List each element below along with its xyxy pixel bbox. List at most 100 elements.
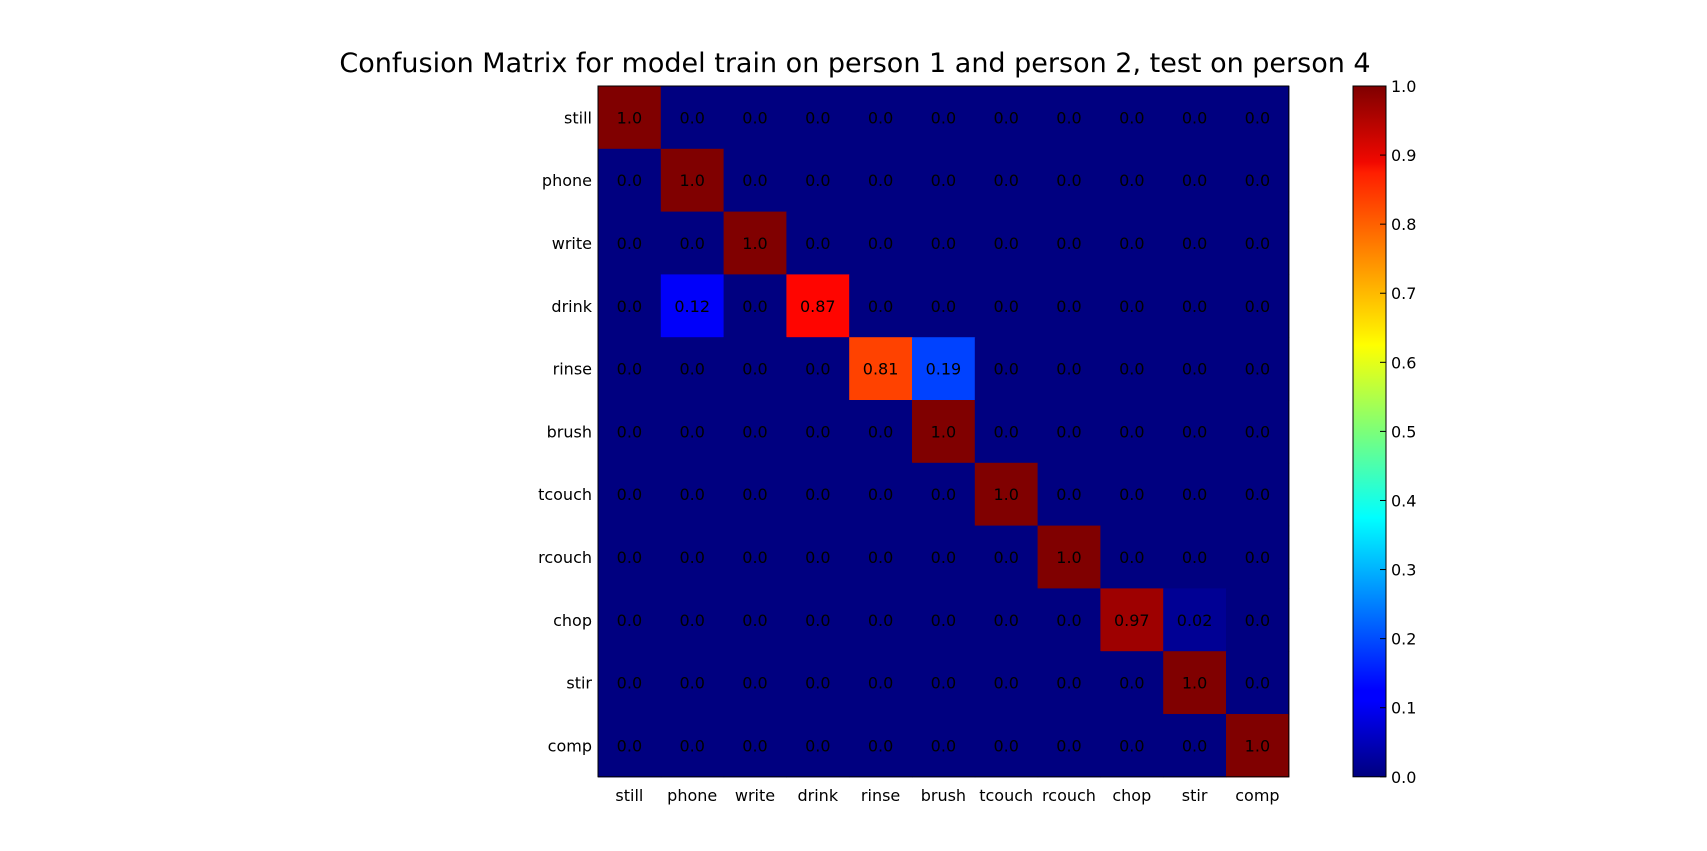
heatmap-cell	[1100, 86, 1164, 150]
heatmap-cell	[974, 525, 1039, 589]
cell-value-label: 0.0	[931, 674, 956, 693]
heatmap-cell	[974, 211, 1039, 275]
cell-value-label: 0.81	[863, 360, 899, 379]
heatmap-cell	[786, 400, 850, 464]
heatmap-cell	[1037, 651, 1101, 715]
heatmap-cell	[660, 400, 725, 464]
cell-value-label: 0.0	[1245, 611, 1270, 630]
heatmap-cell	[1037, 462, 1101, 527]
x-tick-label: rinse	[861, 786, 900, 805]
cell-value-label: 0.0	[742, 297, 767, 316]
colorbar-tick-label: 0.3	[1391, 561, 1416, 580]
colorbar-tick-label: 0.2	[1391, 630, 1416, 649]
x-tick-label: tcouch	[979, 786, 1033, 805]
heatmap-cell	[1100, 148, 1164, 213]
cell-value-label: 0.0	[868, 611, 893, 630]
y-tick-label: still	[564, 108, 592, 127]
cell-value-label: 0.0	[805, 485, 830, 504]
heatmap-cell	[786, 337, 850, 401]
heatmap-cell	[1226, 86, 1290, 150]
cell-value-label: 0.0	[1056, 234, 1081, 253]
heatmap-cell	[598, 714, 662, 778]
cell-value-label: 0.0	[805, 108, 830, 127]
cell-value-label: 0.0	[679, 548, 704, 567]
cell-value-label: 0.0	[1182, 360, 1207, 379]
y-tick-label: chop	[553, 611, 592, 630]
cell-value-label: 0.0	[1056, 611, 1081, 630]
cell-value-label: 0.0	[993, 422, 1018, 441]
cell-value-label: 0.0	[617, 422, 642, 441]
cell-value-label: 0.0	[1056, 674, 1081, 693]
colorbar: 0.0 0.1 0.2 0.3 0.4 0.5 0.6 0.7 0.8 0.9 1.0	[1352, 77, 1416, 787]
cell-value-label: 0.0	[868, 171, 893, 190]
heatmap-cell	[723, 714, 787, 778]
y-tick-label: tcouch	[538, 485, 592, 504]
heatmap-cell	[1037, 400, 1101, 464]
colorbar-tick-label: 0.6	[1391, 353, 1416, 372]
heatmap-cell	[1163, 211, 1227, 275]
heatmap-cells	[598, 86, 1290, 778]
heatmap-cell	[1037, 274, 1101, 338]
cell-value-label: 1.0	[679, 171, 704, 190]
cell-value-label: 0.97	[1114, 611, 1150, 630]
heatmap-cell	[849, 274, 913, 338]
x-tick-label: phone	[667, 786, 717, 805]
heatmap-cell	[660, 651, 725, 715]
heatmap-cell	[912, 274, 976, 338]
cell-value-label: 0.0	[617, 485, 642, 504]
heatmap-cell	[849, 86, 913, 150]
cell-value-label: 0.0	[868, 736, 893, 755]
heatmap-cell	[1163, 588, 1227, 652]
cell-value-label: 0.0	[805, 611, 830, 630]
cell-value-label: 1.0	[993, 485, 1018, 504]
y-tick-label: phone	[542, 171, 592, 190]
cell-value-label: 0.0	[868, 485, 893, 504]
heatmap-cell	[974, 274, 1039, 338]
heatmap-cell	[786, 86, 850, 150]
heatmap-cell	[1100, 211, 1164, 275]
heatmap-cell	[598, 462, 662, 527]
heatmap-cell	[849, 714, 913, 778]
cell-value-label: 0.0	[1245, 422, 1270, 441]
heatmap-cell	[723, 651, 787, 715]
cell-value-label: 0.0	[805, 171, 830, 190]
heatmap-cell	[974, 714, 1039, 778]
cell-value-label: 0.0	[1119, 422, 1144, 441]
heatmap-cell	[1226, 588, 1290, 652]
x-tick-label: rcouch	[1042, 786, 1096, 805]
cell-value-label: 1.0	[931, 422, 956, 441]
cell-value-label: 0.0	[1056, 485, 1081, 504]
cell-value-label: 0.0	[1119, 108, 1144, 127]
cell-value-label: 1.0	[1182, 674, 1207, 693]
heatmap-cell	[912, 211, 976, 275]
heatmap-cell	[598, 525, 662, 589]
cell-value-label: 0.0	[1245, 674, 1270, 693]
heatmap-cell	[786, 274, 850, 338]
x-tick-label: comp	[1235, 786, 1279, 805]
heatmap-cell	[723, 588, 787, 652]
cell-value-label: 1.0	[1245, 736, 1270, 755]
cell-value-label: 0.0	[617, 611, 642, 630]
heatmap-cell-labels: 1.0 0.0 0.0 0.0 0.0 0.0 0.0 0.0 0.0 0.0 0.0 0.0 1.0 0…	[617, 108, 1270, 755]
heatmap-cell	[1226, 651, 1290, 715]
cell-value-label: 0.0	[1056, 360, 1081, 379]
y-tick-label: write	[552, 234, 592, 253]
heatmap-cell	[660, 148, 725, 213]
cell-value-label: 0.0	[679, 736, 704, 755]
heatmap-cell	[1037, 714, 1101, 778]
heatmap-cell	[1163, 337, 1227, 401]
cell-value-label: 0.0	[679, 108, 704, 127]
cell-value-label: 0.87	[800, 297, 836, 316]
heatmap-cell	[723, 337, 787, 401]
cell-value-label: 0.0	[805, 422, 830, 441]
heatmap-cell	[598, 337, 662, 401]
heatmap-cell	[786, 148, 850, 213]
heatmap-cell	[1226, 714, 1290, 778]
cell-value-label: 0.0	[1245, 360, 1270, 379]
cell-value-label: 0.0	[1182, 108, 1207, 127]
cell-value-label: 0.0	[1119, 736, 1144, 755]
heatmap-cell	[786, 211, 850, 275]
cell-value-label: 0.0	[868, 548, 893, 567]
y-tick-label: rinse	[553, 360, 592, 379]
